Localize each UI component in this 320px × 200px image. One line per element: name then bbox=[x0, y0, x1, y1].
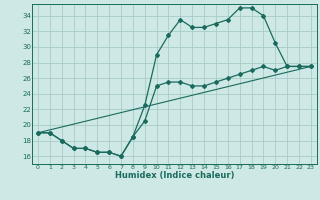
X-axis label: Humidex (Indice chaleur): Humidex (Indice chaleur) bbox=[115, 171, 234, 180]
